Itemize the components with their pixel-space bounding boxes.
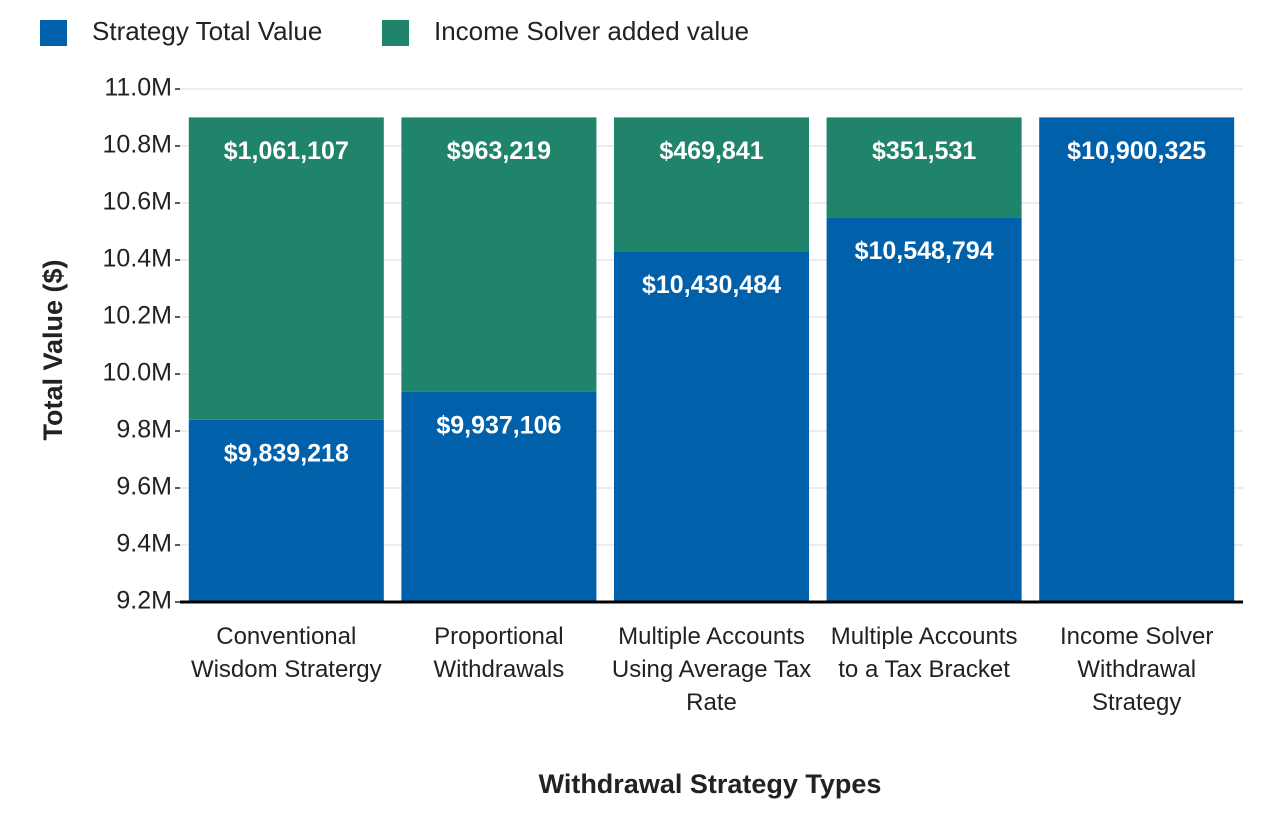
x-tick-label: Multiple Accounts to a Tax Bracket (830, 623, 1018, 683)
y-tick-label: 10.2M (103, 302, 172, 330)
x-tick-label: Income Solver Withdrawal Strategy (1059, 623, 1214, 716)
bar-segment (826, 117, 1022, 218)
y-tick-label: 10.8M (103, 131, 172, 159)
x-axis-title: Withdrawal Strategy Types (539, 769, 882, 799)
value-label: $9,839,218 (224, 439, 349, 467)
bar-segment (614, 117, 809, 252)
y-tick-label: 9.6M (116, 473, 172, 501)
value-label: $351,531 (872, 137, 976, 165)
x-tick-label: Conventional Wisdom Stratergy (190, 623, 382, 683)
bar-segment (188, 117, 384, 420)
value-label: $963,219 (447, 137, 551, 165)
bar-segment (401, 391, 597, 602)
y-tick-label: 10.4M (103, 245, 172, 273)
value-label: $9,937,106 (436, 412, 561, 440)
value-label: $10,430,484 (642, 271, 781, 299)
bar-segment (188, 419, 384, 602)
value-label: $469,841 (659, 137, 763, 165)
bar-segment (826, 217, 1022, 603)
y-tick-label: 9.8M (116, 416, 172, 444)
x-tick-label: Multiple Accounts Using Average Tax Rate (611, 623, 812, 716)
y-tick-label: 11.0M (104, 74, 172, 102)
bar-segment (614, 251, 809, 602)
legend-label: Income Solver added value (434, 16, 749, 46)
y-tick-label: 9.4M (116, 530, 172, 558)
value-label: $10,900,325 (1067, 137, 1206, 165)
value-label: $1,061,107 (224, 137, 349, 165)
y-tick-label: 9.2M (116, 587, 172, 615)
legend-swatch (40, 20, 67, 46)
legend-label: Strategy Total Value (92, 16, 322, 46)
value-label: $10,548,794 (855, 237, 994, 265)
y-axis-title: Total Value ($) (38, 259, 68, 440)
legend-swatch (382, 20, 409, 46)
y-tick-label: 10.6M (103, 188, 172, 216)
bar-segment (1039, 117, 1235, 602)
y-tick-label: 10.0M (103, 359, 172, 387)
bar-segment (401, 117, 597, 392)
x-tick-label: Proportional Withdrawals (433, 623, 565, 683)
